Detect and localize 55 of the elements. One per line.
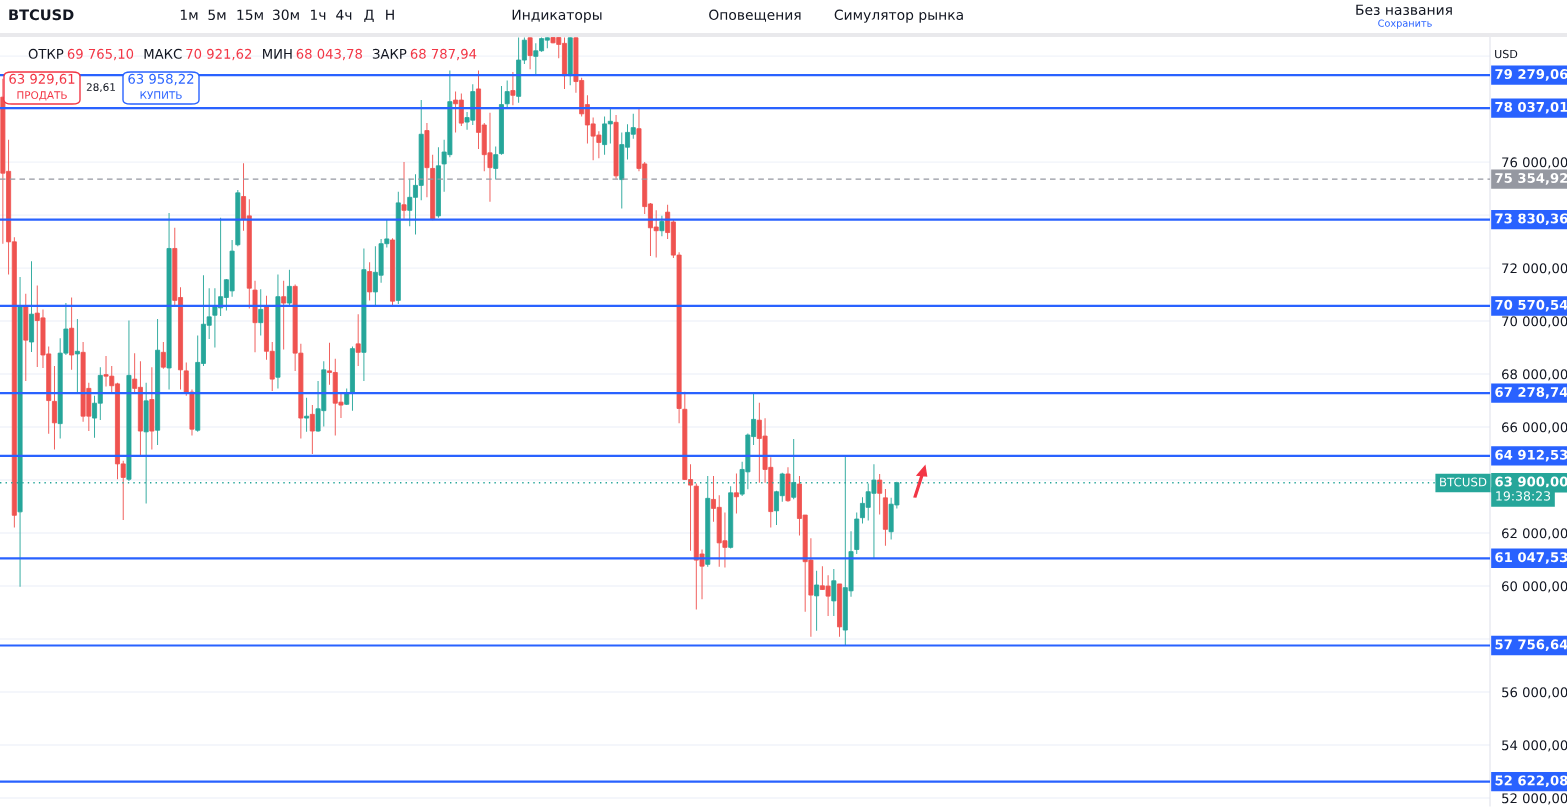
text: Д (364, 9, 374, 23)
annotation: ПРОДАТЬ (17, 91, 67, 101)
annotation: 69 765,10 (67, 48, 134, 61)
annotation: ЗАКР (372, 48, 407, 59)
text: Без названия (1356, 4, 1452, 16)
annotation: 28,61 (86, 83, 115, 93)
y-tick-label: 56 000,00 (1502, 687, 1567, 699)
ref-line-label: 67 278,74 (1495, 387, 1567, 399)
annotation: 68 043,78 (296, 48, 362, 61)
annotation: МАКС (144, 48, 182, 59)
ref-line-label: 61 047,53 (1495, 552, 1567, 564)
text: 1м (180, 9, 198, 20)
y-tick-label: 62 000,00 (1502, 528, 1567, 540)
ref-line-label: 52 622,08 (1495, 775, 1567, 788)
y-tick-label: 68 000,00 (1502, 369, 1567, 381)
y-tick-label: 72 000,00 (1502, 263, 1567, 275)
text: 19:38:23 (1496, 491, 1551, 501)
y-tick-label: 52 000,00 (1502, 793, 1567, 805)
ref-line-label: 75 354,92 (1495, 173, 1567, 185)
text: 15м (237, 9, 263, 21)
ref-line-label: 79 279,06 (1495, 69, 1567, 81)
y-tick-label: 60 000,00 (1502, 581, 1567, 593)
y-tick-label: 66 000,00 (1502, 422, 1567, 434)
annotation: 63 929,61 (9, 73, 75, 86)
annotation: КУПИТЬ (140, 91, 182, 99)
y-tick-label: 70 000,00 (1502, 316, 1567, 328)
annotation: 68 787,94 (410, 48, 477, 61)
ref-line-label: 78 037,01 (1495, 101, 1567, 114)
ref-line-label: 73 830,36 (1495, 213, 1567, 226)
text: 4ч (336, 9, 352, 20)
ref-line-label: 70 570,54 (1495, 299, 1567, 312)
text: Н (386, 9, 394, 20)
candlestick (304, 397, 310, 432)
ref-line-label: 64 912,53 (1495, 449, 1567, 462)
text: Индикаторы (512, 9, 602, 23)
text: Симулятор рынка (834, 9, 963, 23)
ref-line-label: 63 900,00 (1495, 476, 1567, 489)
annotation: BTCUSD (1440, 477, 1487, 487)
chart-title: BTCUSD (9, 9, 74, 21)
text: Сохранить (1378, 19, 1432, 29)
candlestick (281, 280, 287, 350)
text: 1ч (311, 9, 326, 20)
y-tick-label: 76 000,00 (1502, 157, 1567, 169)
ref-line-label: 57 756,64 (1495, 639, 1567, 652)
candlestick (733, 473, 739, 514)
annotation: ОТКР (28, 48, 64, 59)
text: Оповещения (709, 9, 801, 22)
annotation: 63 958,22 (128, 73, 194, 86)
annotation: 70 921,62 (186, 48, 252, 61)
text: 5м (208, 9, 226, 21)
text: USD (1495, 49, 1518, 59)
candlestick (74, 318, 80, 393)
text: 30м (272, 9, 299, 21)
y-tick-label: 54 000,00 (1502, 740, 1567, 752)
annotation: МИН (263, 49, 292, 59)
